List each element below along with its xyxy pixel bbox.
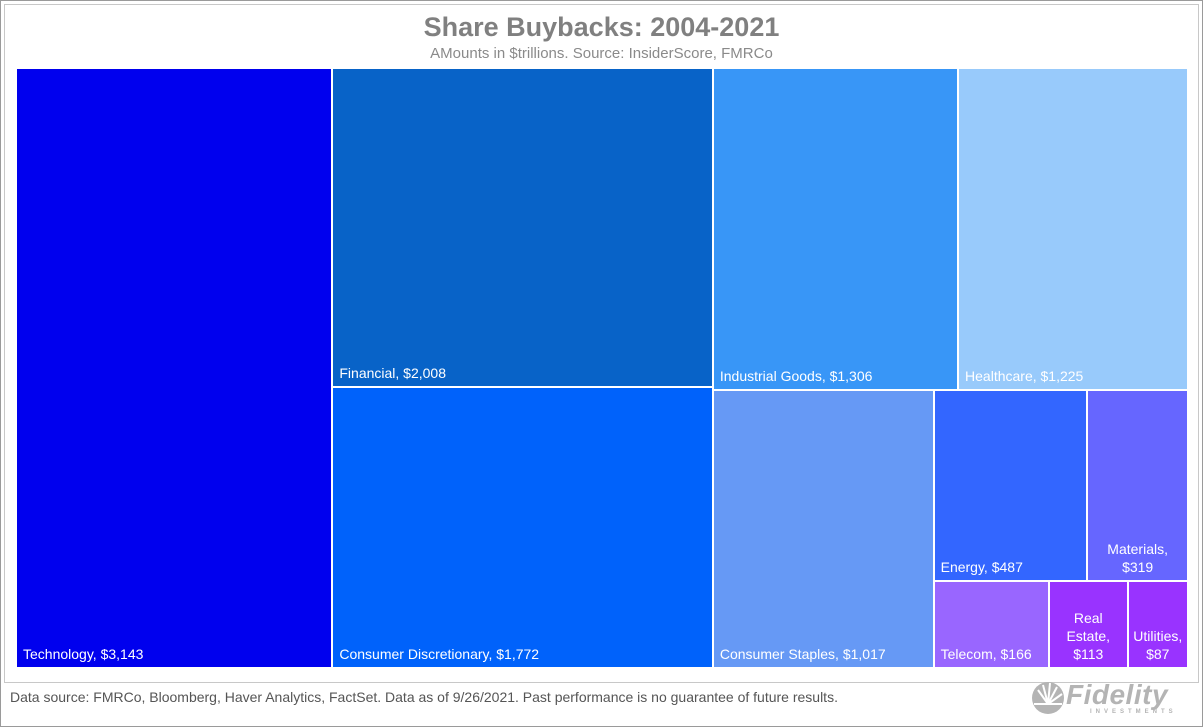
treemap-tile-financial: Financial, $2,008 xyxy=(332,68,713,387)
treemap-label-healthcare: Healthcare, $1,225 xyxy=(965,367,1084,384)
chart-subtitle: AMounts in $trillions. Source: InsiderSc… xyxy=(430,45,773,62)
treemap-tile-utilities: Utilities, $87 xyxy=(1127,581,1188,668)
treemap-tile-technology: Technology, $3,143 xyxy=(16,68,333,668)
data-source-note: Data source: FMRCo, Bloomberg, Haver Ana… xyxy=(10,689,838,705)
treemap-label-technology: Technology, $3,143 xyxy=(23,646,144,662)
treemap-tile-materials: Materials, $319 xyxy=(1087,389,1188,582)
treemap: Technology, $3,143 Financial, $2,008 Consu… xyxy=(16,68,1188,668)
logo-wordmark: Fidelity xyxy=(1066,679,1169,710)
treemap-label-consumer-discretionary: Consumer Discretionary, $1,772 xyxy=(339,645,540,662)
treemap-label-utilities: Utilities, $87 xyxy=(1133,627,1183,662)
treemap-label-energy: Energy, $487 xyxy=(940,559,1023,576)
treemap-tile-healthcare: Healthcare, $1,225 xyxy=(958,68,1188,390)
chart-title: Share Buybacks: 2004-2021 xyxy=(423,12,780,42)
treemap-tile-consumer-discretionary: Consumer Discretionary, $1,772 xyxy=(332,386,713,668)
treemap-label-consumer-staples: Consumer Staples, $1,017 xyxy=(719,645,886,662)
treemap-label-materials: Materials, $319 xyxy=(1107,541,1168,576)
treemap-tile-telecom: Telecom, $166 xyxy=(933,581,1049,668)
treemap-label-industrial-goods: Industrial Goods, $1,306 xyxy=(719,367,873,384)
treemap-label-financial: Financial, $2,008 xyxy=(339,364,447,381)
treemap-tile-energy: Energy, $487 xyxy=(933,389,1088,582)
treemap-label-real-estate: Real Estate, $113 xyxy=(1066,609,1111,662)
treemap-tile-industrial-goods: Industrial Goods, $1,306 xyxy=(712,68,959,390)
treemap-tile-consumer-staples: Consumer Staples, $1,017 xyxy=(712,389,934,668)
fidelity-logo: Fidelity INVESTMENTS xyxy=(1028,678,1198,718)
treemap-tile-real-estate: Real Estate, $113 xyxy=(1048,581,1128,668)
treemap-label-telecom: Telecom, $166 xyxy=(940,645,1032,662)
chart-border xyxy=(4,4,1199,683)
logo-subtitle: INVESTMENTS xyxy=(1090,709,1177,715)
fidelity-sunburst-icon xyxy=(1032,682,1064,714)
